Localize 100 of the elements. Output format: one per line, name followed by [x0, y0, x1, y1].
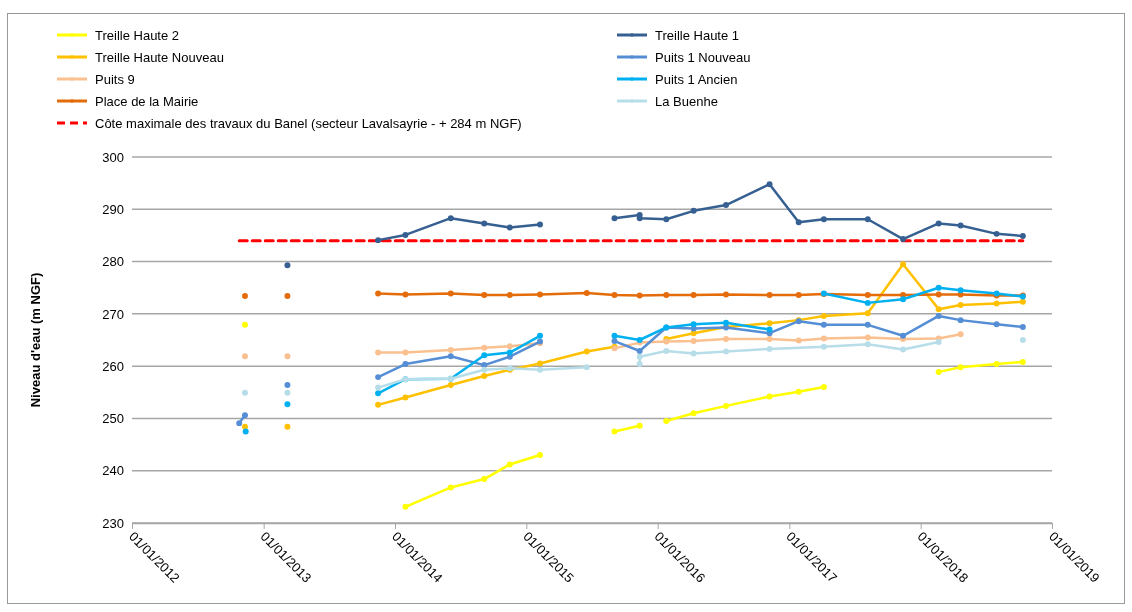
y-tick-label: 230 — [102, 515, 124, 531]
point — [402, 291, 409, 298]
point — [241, 321, 248, 328]
point — [766, 181, 773, 188]
point — [242, 428, 249, 435]
point — [935, 339, 942, 346]
point — [690, 330, 697, 337]
point — [795, 219, 802, 226]
point — [690, 321, 697, 328]
point — [935, 220, 942, 227]
point — [723, 402, 730, 409]
point — [864, 216, 871, 223]
point — [795, 337, 802, 344]
point — [375, 374, 382, 381]
point — [900, 236, 907, 243]
point — [723, 291, 730, 298]
point — [583, 289, 590, 296]
point — [1019, 337, 1026, 343]
point — [1019, 298, 1026, 305]
y-tick-label: 240 — [102, 463, 124, 479]
point — [402, 349, 409, 356]
point — [402, 503, 409, 510]
point — [481, 344, 488, 351]
point — [375, 390, 382, 397]
y-tick-label: 270 — [102, 306, 124, 322]
y-tick-label: 290 — [102, 201, 124, 217]
point — [723, 202, 730, 209]
point — [481, 220, 488, 227]
point — [537, 452, 543, 459]
point — [241, 353, 248, 360]
point — [375, 384, 382, 391]
point — [611, 215, 618, 222]
point — [636, 422, 643, 429]
y-tick-label: 260 — [102, 358, 124, 374]
point — [900, 261, 907, 268]
point — [993, 361, 1000, 368]
point — [820, 321, 827, 328]
point — [241, 293, 248, 300]
point — [935, 291, 942, 298]
point — [935, 306, 942, 313]
point — [481, 362, 488, 369]
point — [900, 346, 907, 353]
point — [957, 364, 964, 371]
point — [820, 335, 827, 342]
point — [375, 237, 382, 244]
point — [636, 361, 643, 368]
point — [611, 428, 618, 435]
point — [993, 300, 1000, 307]
point — [663, 348, 670, 354]
y-tick-label: 300 — [102, 149, 124, 165]
point — [506, 349, 513, 356]
point — [663, 418, 670, 425]
point — [864, 334, 871, 341]
point — [583, 364, 590, 371]
point — [636, 215, 643, 222]
point — [1019, 323, 1026, 330]
point — [284, 423, 291, 430]
point — [375, 349, 382, 356]
point — [506, 224, 513, 231]
point — [611, 332, 618, 339]
point — [284, 381, 291, 388]
point — [957, 317, 964, 324]
point — [447, 290, 454, 297]
point — [447, 215, 454, 222]
point — [481, 292, 488, 299]
point — [481, 366, 488, 373]
point — [690, 292, 697, 299]
point — [375, 290, 382, 297]
legend-label: Puits 9 — [95, 71, 135, 87]
point — [766, 320, 773, 327]
point — [481, 352, 488, 359]
point — [447, 353, 454, 360]
point — [935, 284, 942, 291]
point — [690, 207, 697, 214]
point — [820, 343, 827, 350]
point — [481, 373, 488, 380]
point — [864, 299, 871, 306]
point — [284, 293, 291, 300]
point — [537, 291, 543, 298]
point — [636, 292, 643, 299]
point — [723, 348, 730, 355]
point — [766, 292, 773, 299]
point — [284, 389, 291, 396]
point — [447, 381, 454, 388]
point — [723, 319, 730, 326]
point — [1019, 358, 1026, 365]
point — [957, 287, 964, 294]
point — [795, 388, 802, 395]
point — [957, 331, 964, 338]
point — [241, 423, 248, 430]
point — [690, 338, 697, 345]
point — [690, 410, 697, 417]
legend-label: Treille Haute Nouveau — [95, 49, 224, 65]
point — [864, 310, 871, 317]
point — [935, 312, 942, 319]
point — [636, 353, 643, 360]
point — [1019, 232, 1026, 239]
point — [241, 389, 248, 396]
point — [766, 393, 773, 400]
point — [663, 292, 670, 299]
